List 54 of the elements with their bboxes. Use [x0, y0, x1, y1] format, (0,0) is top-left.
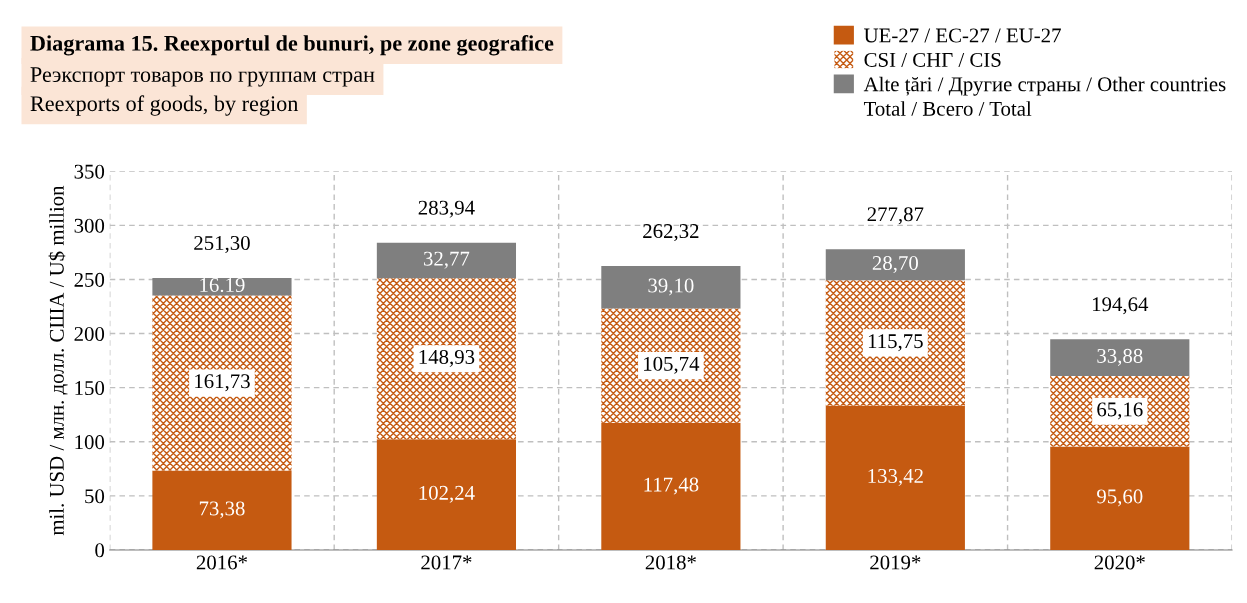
y-axis-title: mil. USD / млн. долл. США / U$ million	[48, 185, 68, 536]
x-tick-label: 2018*	[645, 555, 696, 570]
chart-subtitle: Реэкспорт товаров по группам стран Reexports of goods, by region	[30, 67, 375, 116]
bar	[376, 242, 517, 279]
total-label: 251,30	[194, 235, 250, 253]
text: Total / Всего / Total	[863, 101, 1032, 116]
bar	[1050, 339, 1190, 376]
bar	[601, 308, 741, 423]
legend-label: UE-27 / EC-27 / EU-27	[864, 28, 1061, 43]
data-label: 65,16	[1097, 402, 1143, 420]
bar	[376, 439, 517, 550]
data-label: 117,48	[644, 477, 699, 495]
bar	[376, 278, 517, 440]
y-tick-label: 0	[95, 543, 105, 558]
data-label: 102,24	[419, 485, 475, 503]
bar	[825, 249, 965, 281]
total-label: 262,32	[643, 224, 699, 242]
data-label: 73,38	[199, 501, 245, 519]
data-label: 32,77	[423, 251, 470, 269]
bar	[601, 266, 741, 309]
y-tick-label: 350	[74, 164, 105, 179]
bar	[152, 470, 292, 550]
data-label: 33,88	[1097, 348, 1143, 366]
bar	[1050, 446, 1190, 550]
data-label: 39,10	[648, 278, 694, 296]
legend-label: CSI / СНГ / CIS	[864, 52, 1001, 67]
data-label: 115,75	[868, 334, 923, 352]
x-tick-label: 2020*	[1094, 555, 1145, 570]
bar	[825, 405, 965, 550]
bar	[152, 295, 292, 471]
total-label: 283,94	[418, 200, 475, 218]
data-label: 105,74	[644, 356, 700, 374]
y-tick-label: 250	[74, 272, 105, 287]
chart-title: Diagrama 15. Reexportul de bunuri, pe zone geografice	[30, 34, 554, 56]
data-label: 133,42	[868, 468, 923, 486]
x-tick-label: 2019*	[870, 555, 921, 570]
x-tick-label: 2017*	[421, 555, 472, 570]
y-tick-label: 150	[75, 381, 105, 396]
data-label: 28,70	[872, 255, 918, 274]
bar	[152, 278, 292, 296]
total-label: 194,64	[1092, 297, 1149, 315]
x-tick-label: 2016*	[196, 555, 248, 570]
y-tick-label: 100	[75, 435, 105, 450]
total-label: 277,87	[867, 207, 924, 225]
bar	[601, 422, 741, 550]
y-tick-label: 200	[74, 326, 105, 341]
data-label: 16.19	[200, 278, 245, 293]
data-label: 148,93	[419, 349, 475, 367]
y-tick-label: 50	[85, 489, 105, 504]
data-label: 95,60	[1097, 489, 1143, 507]
data-label: 161,73	[195, 374, 250, 392]
y-tick-label: 300	[74, 218, 105, 233]
legend-label: Alte țări / Другие страны / Other countries	[863, 76, 1226, 96]
bar	[825, 280, 965, 406]
